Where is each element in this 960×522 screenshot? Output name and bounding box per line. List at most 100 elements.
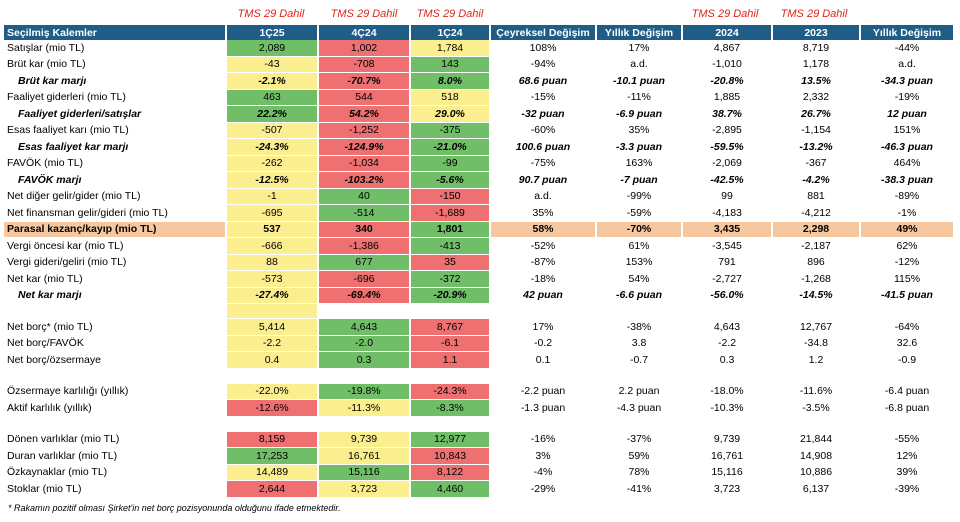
table-cell: -20.8% (682, 72, 773, 90)
financial-table: Seçilmiş Kalemler 1Ç25 4Ç24 1Ç24 Çeyreks… (4, 25, 955, 498)
table-cell: 54.2% (318, 105, 411, 123)
table-cell: 3,435 (682, 221, 773, 238)
table-cell: -372 (410, 270, 491, 288)
row-label (4, 416, 227, 432)
table-row: Dönen varlıklar (mio TL) 8,159 9,739 12,977… (4, 431, 955, 448)
table-cell: 90.7 puan (490, 171, 597, 189)
row-label: Esas faaliyet kar marjı (4, 138, 227, 156)
table-cell: -32 puan (490, 105, 597, 123)
table-row: Faaliyet giderleri (mio TL) 463 544 518 -15%… (4, 89, 955, 106)
table-cell: 39% (860, 464, 955, 481)
table-cell: -1,034 (318, 155, 411, 172)
table-cell: -0.9 (860, 351, 955, 369)
row-label: Net borç/özsermaye (4, 351, 227, 369)
table-cell (490, 303, 597, 319)
row-label: FAVÖK (mio TL) (4, 155, 227, 172)
table-row: Satışlar (mio TL) 2,089 1,002 1,784 108% 17% 4… (4, 40, 955, 57)
table-row: Vergi öncesi kar (mio TL) -666 -1,386 -413-… (4, 237, 955, 255)
table-cell: -6.6 puan (596, 287, 683, 304)
table-cell: 8.0% (410, 72, 491, 90)
table-cell: -60% (490, 122, 597, 139)
table-cell: 4,867 (682, 40, 773, 57)
table-row: Parasal kazanç/kayıp (mio TL) 537 340 1,801… (4, 221, 955, 238)
table-cell: -1,386 (318, 237, 411, 255)
table-cell: 17% (490, 318, 597, 336)
footnote: * Rakamın pozitif olması Şirket'in net b… (8, 503, 341, 513)
table-cell: 151% (860, 122, 955, 139)
table-cell: 8,122 (410, 464, 491, 481)
table-cell: -6.1 (410, 335, 491, 352)
table-cell: -43 (226, 56, 319, 73)
table-cell: -13.2% (772, 138, 861, 156)
table-cell: -52% (490, 237, 597, 255)
table-cell: -34.8 (772, 335, 861, 352)
table-cell: -12% (860, 254, 955, 271)
table-cell: -6.8 puan (860, 399, 955, 417)
table-cell: -1,154 (772, 122, 861, 139)
table-cell: 38.7% (682, 105, 773, 123)
table-cell: -16% (490, 431, 597, 448)
table-cell: -18.0% (682, 383, 773, 400)
table-cell: 16,761 (318, 447, 411, 465)
table-cell: 12 puan (860, 105, 955, 123)
table-cell (860, 303, 955, 319)
table-cell: 49% (860, 221, 955, 238)
table-cell: -10.3% (682, 399, 773, 417)
row-label: Dönen varlıklar (mio TL) (4, 431, 227, 448)
table-cell: -7 puan (596, 171, 683, 189)
table-cell: -12.5% (226, 171, 319, 189)
table-cell: 1.1 (410, 351, 491, 369)
row-label: Net diğer gelir/gider (mio TL) (4, 188, 227, 205)
row-label: Net borç* (mio TL) (4, 318, 227, 336)
table-cell: 59% (596, 447, 683, 465)
table-cell: 881 (772, 188, 861, 205)
table-cell: -38.3 puan (860, 171, 955, 189)
table-cell: 68.6 puan (490, 72, 597, 90)
table-cell: -1,252 (318, 122, 411, 139)
table-cell: -8.3% (410, 399, 491, 417)
table-cell: 1,784 (410, 40, 491, 57)
table-cell: -22.0% (226, 383, 319, 400)
table-cell: -44% (860, 40, 955, 57)
table-cell: -10.1 puan (596, 72, 683, 90)
header-1q25: 1Ç25 (226, 25, 319, 40)
table-cell: 463 (226, 89, 319, 106)
table-cell: 153% (596, 254, 683, 271)
table-cell: 3.8 (596, 335, 683, 352)
header-4q24: 4Ç24 (318, 25, 411, 40)
table-row: Aktif karlılık (yıllık) -12.6% -11.3% -8.3%… (4, 399, 955, 417)
table-cell: 42 puan (490, 287, 597, 304)
table-cell: -1.3 puan (490, 399, 597, 417)
table-row: Net borç/özsermaye 0.4 0.3 1.1 0.1 -0.7 0.3 1.2… (4, 351, 955, 369)
table-cell: -507 (226, 122, 319, 139)
table-cell: -3,545 (682, 237, 773, 255)
table-cell (226, 303, 319, 319)
table-cell: 1,002 (318, 40, 411, 57)
table-cell: 10,843 (410, 447, 491, 465)
table-cell: 100.6 puan (490, 138, 597, 156)
table-cell: -696 (318, 270, 411, 288)
table-cell: -18% (490, 270, 597, 288)
table-cell: 15,116 (682, 464, 773, 481)
table-cell: 16,761 (682, 447, 773, 465)
table-cell: -41.5 puan (860, 287, 955, 304)
table-cell: 17% (596, 40, 683, 57)
table-row: Özkaynaklar (mio TL) 14,489 15,116 8,122 -4%… (4, 464, 955, 481)
table-cell: -38% (596, 318, 683, 336)
table-cell: -12.6% (226, 399, 319, 417)
table-cell: -4,183 (682, 204, 773, 222)
table-cell: -3.5% (772, 399, 861, 417)
table-cell: 2,332 (772, 89, 861, 106)
table-row: Özsermaye karlılığı (yıllık) -22.0% -19.8%… (4, 383, 955, 400)
table-cell (410, 303, 491, 319)
table-row: Esas faaliyet kar marjı -24.3% -124.9% -21.… (4, 138, 955, 156)
table-cell: -19% (860, 89, 955, 106)
table-cell: 0.3 (318, 351, 411, 369)
table-cell: 58% (490, 221, 597, 238)
table-row: Faaliyet giderleri/satışlar 22.2% 54.2% 29.… (4, 105, 955, 123)
row-label: Özsermaye karlılığı (yıllık) (4, 383, 227, 400)
table-cell: 163% (596, 155, 683, 172)
header-2023: 2023 (772, 25, 861, 40)
row-label (4, 303, 227, 319)
